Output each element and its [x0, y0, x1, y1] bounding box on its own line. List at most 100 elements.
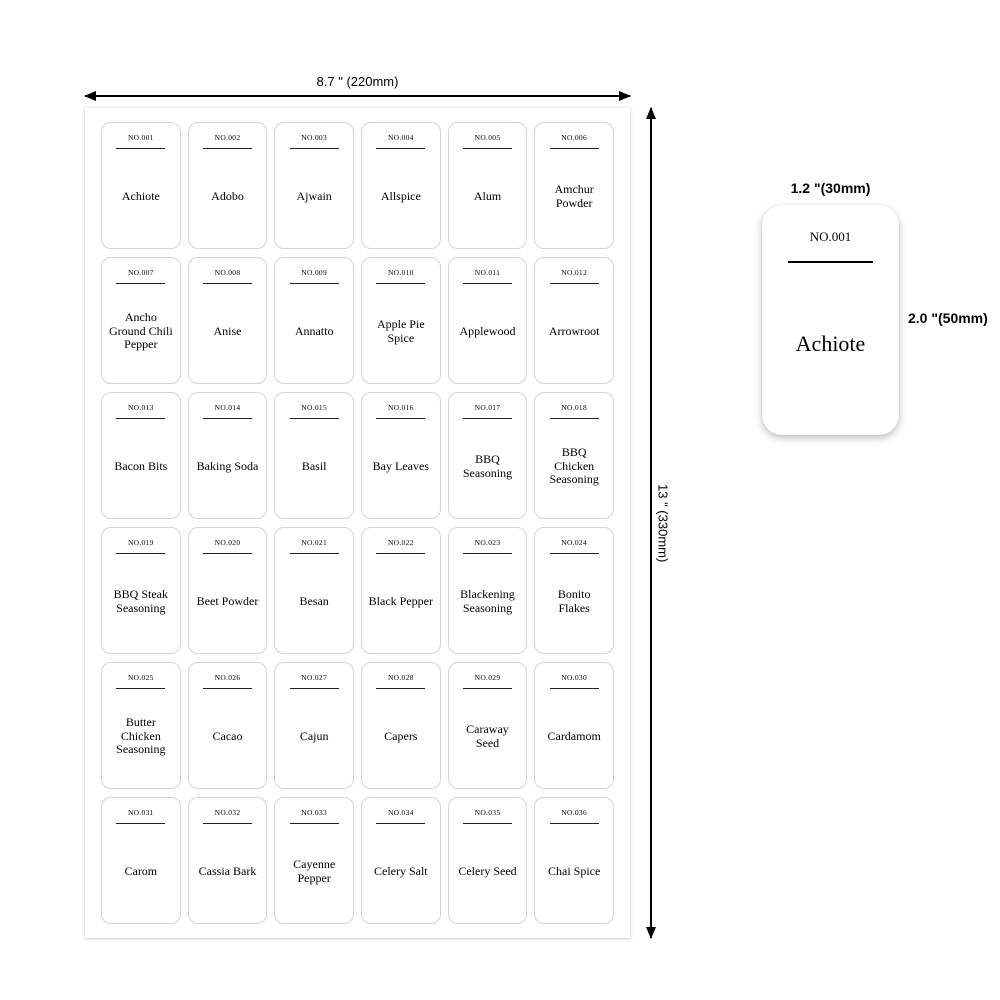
label-no: NO.022: [388, 538, 414, 547]
label-no: NO.031: [128, 808, 154, 817]
label-no: NO.008: [215, 268, 241, 277]
label-width-label: 1.2 "(30mm): [762, 180, 899, 196]
label-name: Anise: [213, 325, 241, 339]
label-name: Cajun: [300, 730, 329, 744]
label-no: NO.029: [475, 673, 501, 682]
label-name: Allspice: [381, 190, 421, 204]
label-name: Achiote: [122, 190, 160, 204]
label-no: NO.019: [128, 538, 154, 547]
label-no: NO.020: [215, 538, 241, 547]
spice-label: NO.022 Black Pepper: [361, 527, 441, 654]
label-no: NO.010: [388, 268, 414, 277]
spice-label: NO.001Achiote: [101, 122, 181, 249]
label-no: NO.016: [388, 403, 414, 412]
spice-label: NO.026 Cacao: [188, 662, 268, 789]
label-name: Cardamom: [547, 730, 600, 744]
spice-label: NO.017BBQ Seasoning: [448, 392, 528, 519]
label-name: Cassia Bark: [199, 865, 257, 879]
spice-label: NO.012Arrowroot: [534, 257, 614, 384]
spice-label: NO.032 Cassia Bark: [188, 797, 268, 924]
spice-label: NO.009 Annatto: [274, 257, 354, 384]
label-no: NO.026: [215, 673, 241, 682]
label-name: Annatto: [295, 325, 334, 339]
label-no: NO.025: [128, 673, 154, 682]
spice-label: NO.019 BBQ Steak Seasoning: [101, 527, 181, 654]
label-name: Ancho Ground Chili Pepper: [108, 311, 174, 352]
label-height-label: 2.0 "(50mm): [908, 310, 988, 326]
spice-label: NO.030 Cardamom: [534, 662, 614, 789]
spice-label: NO.025 Butter Chicken Seasoning: [101, 662, 181, 789]
label-no: NO.014: [215, 403, 241, 412]
spice-label: NO.005 Alum: [448, 122, 528, 249]
label-no: NO.027: [301, 673, 327, 682]
spice-label: NO.020 Beet Powder: [188, 527, 268, 654]
label-no: NO.004: [388, 133, 414, 142]
label-no: NO.036: [561, 808, 587, 817]
label-no: NO.011: [475, 268, 500, 277]
sheet-height-label: 13 " (330mm): [656, 484, 671, 562]
spice-label: NO.029Caraway Seed: [448, 662, 528, 789]
sheet-width-arrow: [85, 95, 630, 97]
label-no: NO.035: [475, 808, 501, 817]
label-name: Bonito Flakes: [541, 588, 607, 616]
label-name: Blackening Seasoning: [455, 588, 521, 616]
label-no: NO.021: [301, 538, 327, 547]
spice-label: NO.023 Blackening Seasoning: [448, 527, 528, 654]
spice-label: NO.007Ancho Ground Chili Pepper: [101, 257, 181, 384]
label-name: Cacao: [213, 730, 243, 744]
label-name: Cayenne Pepper: [281, 858, 347, 886]
label-no: NO.023: [475, 538, 501, 547]
label-name: Celery Salt: [374, 865, 428, 879]
label-name: Celery Seed: [458, 865, 516, 879]
label-name: Basil: [302, 460, 327, 474]
label-no: NO.028: [388, 673, 414, 682]
label-name: Bacon Bits: [114, 460, 167, 474]
label-no: NO.032: [215, 808, 241, 817]
label-no: NO.013: [128, 403, 154, 412]
label-no: NO.033: [301, 808, 327, 817]
label-no: NO.017: [475, 403, 501, 412]
spice-label: NO.024 Bonito Flakes: [534, 527, 614, 654]
label-no: NO.005: [475, 133, 501, 142]
enlarged-label-no: NO.001: [810, 229, 852, 245]
label-no: NO.006: [561, 133, 587, 142]
spice-label: NO.011 Applewood: [448, 257, 528, 384]
label-name: Amchur Powder: [541, 183, 607, 211]
label-no: NO.003: [301, 133, 327, 142]
spice-label: NO.016Bay Leaves: [361, 392, 441, 519]
spice-label: NO.028Capers: [361, 662, 441, 789]
label-name: Carom: [124, 865, 157, 879]
spice-label: NO.035 Celery Seed: [448, 797, 528, 924]
spice-label: NO.002Adobo: [188, 122, 268, 249]
spice-label: NO.027 Cajun: [274, 662, 354, 789]
spice-label: NO.034Celery Salt: [361, 797, 441, 924]
spice-label: NO.031 Carom: [101, 797, 181, 924]
spice-label: NO.004 Allspice: [361, 122, 441, 249]
sheet-width-label: 8.7 " (220mm): [317, 74, 399, 89]
label-name: Beet Powder: [197, 595, 259, 609]
label-name: Butter Chicken Seasoning: [108, 716, 174, 757]
label-name: BBQ Steak Seasoning: [108, 588, 174, 616]
label-no: NO.015: [301, 403, 327, 412]
label-name: Besan: [299, 595, 328, 609]
label-no: NO.009: [301, 268, 327, 277]
label-no: NO.030: [561, 673, 587, 682]
spice-label: NO.014 Baking Soda: [188, 392, 268, 519]
label-name: Baking Soda: [197, 460, 259, 474]
enlarged-label: NO.001 Achiote: [762, 205, 899, 435]
enlarged-label-name: Achiote: [796, 331, 866, 357]
label-name: Ajwain: [296, 190, 331, 204]
spice-label: NO.033 Cayenne Pepper: [274, 797, 354, 924]
label-no: NO.024: [561, 538, 587, 547]
label-name: Alum: [474, 190, 501, 204]
label-name: Adobo: [211, 190, 244, 204]
sheet-height-dimension: 13 " (330mm): [645, 108, 675, 938]
label-name: Applewood: [459, 325, 515, 339]
label-name: Black Pepper: [369, 595, 433, 609]
spice-label: NO.013 Bacon Bits: [101, 392, 181, 519]
spice-label: NO.008 Anise: [188, 257, 268, 384]
spice-label: NO.018BBQ Chicken Seasoning: [534, 392, 614, 519]
sheet-width-dimension: 8.7 " (220mm): [85, 74, 630, 97]
label-sheet: NO.001AchioteNO.002Adobo NO.003 Ajwain NO.0…: [85, 108, 630, 938]
spice-label: NO.010Apple Pie Spice: [361, 257, 441, 384]
